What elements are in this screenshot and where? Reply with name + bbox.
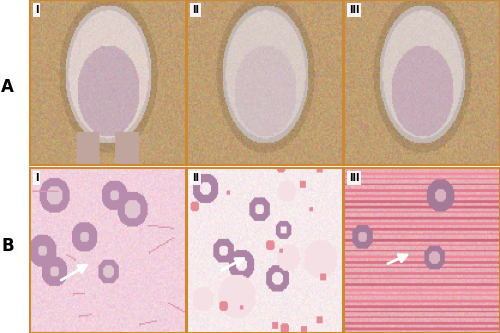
Text: II: II	[192, 173, 199, 183]
Text: A: A	[1, 78, 14, 96]
Text: B: B	[1, 237, 14, 255]
Text: I: I	[34, 173, 38, 183]
Text: III: III	[349, 5, 360, 15]
Text: II: II	[192, 5, 199, 15]
Text: I: I	[34, 5, 38, 15]
Text: III: III	[349, 173, 360, 183]
